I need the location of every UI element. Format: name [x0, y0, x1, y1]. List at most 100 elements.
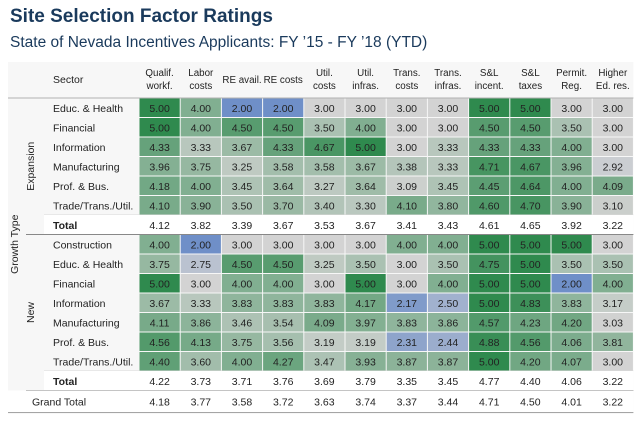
row-expansion-value: 3.45	[232, 181, 253, 193]
grand-total-value: 3.74	[355, 397, 376, 409]
column-header-line: incent.	[475, 81, 504, 92]
row-new-value: 5.00	[561, 239, 582, 251]
row-expansion-value: 4.50	[520, 122, 541, 134]
row-new-value: 3.50	[438, 259, 459, 271]
row-expansion-cell	[510, 157, 551, 176]
row-expansion-value: 3.27	[314, 181, 335, 193]
total-expansion-value: 3.92	[561, 220, 582, 232]
row-expansion-cell	[263, 98, 304, 117]
row-expansion-cell	[263, 137, 304, 156]
row-expansion-value: 5.00	[149, 122, 170, 134]
row-new-value: 4.20	[520, 356, 541, 368]
row-expansion-cell	[551, 176, 592, 195]
row-expansion-cell	[345, 137, 386, 156]
row-new-value: 3.54	[273, 317, 294, 329]
total-expansion-value: 3.43	[438, 220, 459, 232]
column-header-line: Labor	[188, 68, 214, 79]
total-new-value: 4.06	[561, 376, 582, 388]
row-expansion-cell	[139, 137, 180, 156]
row-expansion-value: 3.90	[191, 200, 212, 212]
total-new-value: 3.35	[397, 376, 418, 388]
row-new-cell	[263, 274, 304, 293]
row-expansion-value: 3.50	[232, 200, 253, 212]
row-new-value: 4.56	[520, 337, 541, 349]
row-expansion-cell	[263, 176, 304, 195]
row-expansion-cell	[139, 196, 180, 215]
row-expansion-cell	[345, 157, 386, 176]
row-expansion-cell	[592, 98, 633, 117]
grand-total-value: 4.50	[520, 397, 541, 409]
row-expansion-cell	[592, 118, 633, 137]
row-new-cell	[427, 274, 469, 293]
row-expansion-cell	[221, 196, 263, 215]
row-expansion-value: 3.90	[561, 200, 582, 212]
row-new-value: 3.83	[273, 298, 294, 310]
row-expansion-cell	[180, 196, 221, 215]
row-new-value: 3.56	[273, 337, 294, 349]
row-new-cell	[510, 235, 551, 254]
grand-total-value: 4.18	[149, 397, 170, 409]
column-header-line: costs	[189, 81, 212, 92]
row-expansion-value: 4.50	[273, 122, 294, 134]
total-new-value: 3.69	[314, 376, 335, 388]
row-new-cell	[180, 332, 221, 351]
row-new-value: 3.75	[232, 337, 253, 349]
row-new-cell	[180, 274, 221, 293]
row-new-value: 3.87	[397, 356, 418, 368]
total-expansion-value: 3.67	[273, 220, 294, 232]
row-new-value: 3.93	[355, 356, 376, 368]
column-header-line: costs	[313, 81, 336, 92]
row-new-value: 3.00	[397, 278, 418, 290]
chart-subtitle: State of Nevada Incentives Applicants: F…	[10, 34, 428, 51]
row-expansion-cell	[510, 176, 551, 195]
row-new-cell	[510, 274, 551, 293]
row-expansion-value: 2.00	[273, 103, 294, 115]
row-expansion-cell	[469, 176, 510, 195]
row-expansion-cell	[304, 157, 345, 176]
row-expansion-value: 3.00	[603, 103, 624, 115]
row-expansion-cell	[345, 98, 386, 117]
grand-total-value: 4.01	[561, 397, 582, 409]
row-new-value: 4.13	[191, 337, 212, 349]
row-new-value: 4.27	[273, 356, 294, 368]
row-new-cell	[263, 313, 304, 332]
row-new-cell	[345, 332, 386, 351]
row-new-value: 2.31	[397, 337, 418, 349]
row-new-value: 2.00	[191, 239, 212, 251]
row-expansion-value: 4.00	[191, 181, 212, 193]
row-expansion-value: 4.60	[479, 200, 500, 212]
row-new-value: 5.00	[520, 239, 541, 251]
row-new-value: 3.83	[232, 298, 253, 310]
group-label-new: New	[25, 302, 37, 323]
column-header-line: infras.	[352, 81, 379, 92]
total-row-background	[44, 371, 634, 391]
total-new-value: 3.76	[273, 376, 294, 388]
group-label-expansion: Expansion	[25, 142, 37, 191]
row-new-cell	[427, 254, 469, 273]
row-new-cell	[221, 293, 263, 312]
row-new-label: Construction	[53, 239, 112, 251]
row-new-value: 3.81	[603, 337, 624, 349]
row-new-value: 3.00	[603, 239, 624, 251]
row-new-cell	[551, 254, 592, 273]
column-header-line: Qualif.	[145, 68, 173, 79]
column-header-line: Ed. res.	[596, 81, 630, 92]
grand-total-value: 3.77	[191, 397, 212, 409]
row-expansion-value: 3.40	[314, 200, 335, 212]
row-new-value: 4.00	[232, 356, 253, 368]
total-new-value: 3.45	[438, 376, 459, 388]
row-expansion-value: 3.10	[603, 200, 624, 212]
row-new-cell	[345, 313, 386, 332]
row-new-value: 4.00	[232, 278, 253, 290]
total-expansion-value: 3.53	[314, 220, 335, 232]
row-new-cell	[139, 293, 180, 312]
row-expansion-cell	[592, 137, 633, 156]
row-new-value: 3.67	[149, 298, 170, 310]
row-new-cell	[304, 332, 345, 351]
row-expansion-cell	[551, 118, 592, 137]
column-header-line: taxes	[519, 81, 543, 92]
row-expansion-cell	[139, 176, 180, 195]
row-new-value: 5.00	[520, 278, 541, 290]
row-expansion-cell	[551, 157, 592, 176]
row-new-cell	[427, 352, 469, 371]
